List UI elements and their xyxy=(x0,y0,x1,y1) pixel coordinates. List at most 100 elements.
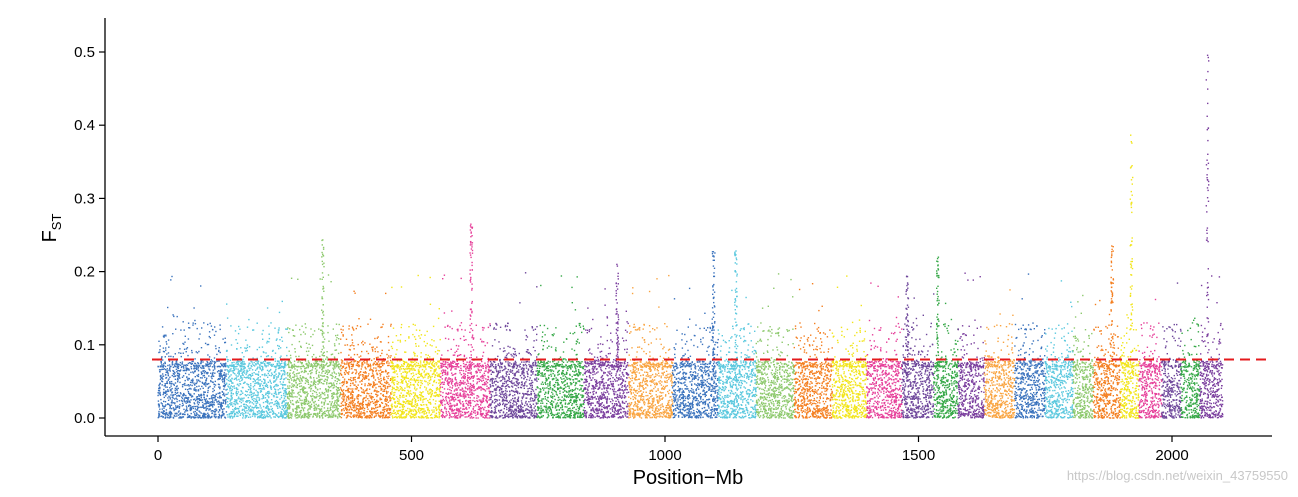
snp-point xyxy=(200,366,202,369)
snp-point xyxy=(375,356,378,359)
snp-point xyxy=(387,412,389,414)
snp-point xyxy=(364,362,366,364)
snp-point xyxy=(344,403,347,405)
snp-point xyxy=(400,364,403,366)
snp-point xyxy=(412,384,414,386)
snp-point xyxy=(319,355,321,358)
snp-point xyxy=(166,368,168,370)
snp-point xyxy=(450,382,453,384)
snp-point xyxy=(411,409,413,411)
snp-point xyxy=(279,363,281,365)
snp-point xyxy=(255,363,257,365)
snp-point xyxy=(423,340,425,343)
snp-point xyxy=(187,338,190,340)
snp-point xyxy=(176,371,178,373)
snp-point xyxy=(345,363,347,365)
snp-point xyxy=(173,383,175,385)
snp-point xyxy=(257,366,259,368)
snp-point xyxy=(324,388,327,391)
snp-point xyxy=(423,404,425,406)
snp-point xyxy=(297,361,299,363)
snp-point xyxy=(168,395,170,398)
snp-point xyxy=(374,415,376,418)
snp-point xyxy=(413,405,416,407)
snp-point xyxy=(164,384,166,386)
snp-point xyxy=(400,379,402,381)
snp-point xyxy=(285,413,288,416)
snp-point xyxy=(327,371,329,374)
snp-point xyxy=(345,407,347,409)
snp-point xyxy=(258,379,260,381)
snp-point xyxy=(197,416,199,418)
snp-point xyxy=(189,408,191,410)
snp-point xyxy=(267,386,269,389)
snp-point xyxy=(398,415,400,418)
snp-point xyxy=(331,413,333,415)
snp-point xyxy=(216,401,218,403)
snp-point xyxy=(310,336,312,338)
snp-point xyxy=(417,384,419,387)
snp-point xyxy=(415,343,417,345)
snp-point xyxy=(323,380,325,382)
snp-point xyxy=(178,394,180,397)
snp-point xyxy=(356,365,359,367)
snp-point xyxy=(184,335,186,337)
snp-point xyxy=(196,327,198,330)
snp-point xyxy=(237,408,240,410)
snp-point xyxy=(370,375,373,378)
snp-point xyxy=(382,364,384,367)
snp-point xyxy=(157,416,159,419)
snp-point xyxy=(247,400,250,402)
snp-point xyxy=(279,366,281,368)
snp-point xyxy=(252,378,255,380)
snp-point xyxy=(426,406,428,409)
snp-point xyxy=(217,417,220,419)
snp-point xyxy=(316,415,318,417)
snp-point xyxy=(323,338,326,340)
snp-point xyxy=(220,415,222,418)
snp-point xyxy=(412,323,414,326)
snp-point xyxy=(244,407,246,410)
snp-point xyxy=(426,330,428,333)
snp-point xyxy=(303,412,306,415)
snp-point xyxy=(294,368,296,370)
snp-point xyxy=(260,411,263,413)
snp-point xyxy=(300,382,302,384)
snp-point xyxy=(391,365,393,367)
snp-point xyxy=(415,364,417,367)
snp-point xyxy=(329,414,331,416)
snp-point xyxy=(306,395,308,397)
snp-point xyxy=(225,373,227,375)
snp-point xyxy=(270,368,272,371)
snp-point xyxy=(270,411,272,413)
snp-point xyxy=(321,401,323,403)
snp-point xyxy=(175,405,177,407)
snp-point xyxy=(430,366,433,369)
snp-point xyxy=(328,382,330,385)
snp-point xyxy=(487,371,489,373)
snp-point xyxy=(418,407,420,409)
snp-point xyxy=(193,383,196,386)
snp-point xyxy=(291,385,294,387)
snp-point xyxy=(396,373,398,375)
snp-point xyxy=(421,408,423,411)
snp-point xyxy=(471,361,473,364)
snp-point xyxy=(203,414,205,417)
snp-point xyxy=(271,350,274,352)
snp-point xyxy=(401,409,403,411)
snp-point xyxy=(378,365,380,368)
snp-point xyxy=(419,394,421,396)
snp-point xyxy=(376,391,378,393)
snp-point xyxy=(376,409,379,411)
snp-point xyxy=(254,413,257,416)
snp-point xyxy=(292,409,294,411)
snp-point xyxy=(450,395,452,398)
snp-point xyxy=(167,379,169,381)
snp-point xyxy=(469,388,471,391)
snp-point xyxy=(384,403,387,405)
snp-point xyxy=(250,410,252,413)
snp-point xyxy=(286,328,288,330)
snp-point xyxy=(303,401,305,404)
snp-point xyxy=(267,402,269,404)
snp-point xyxy=(223,379,226,381)
